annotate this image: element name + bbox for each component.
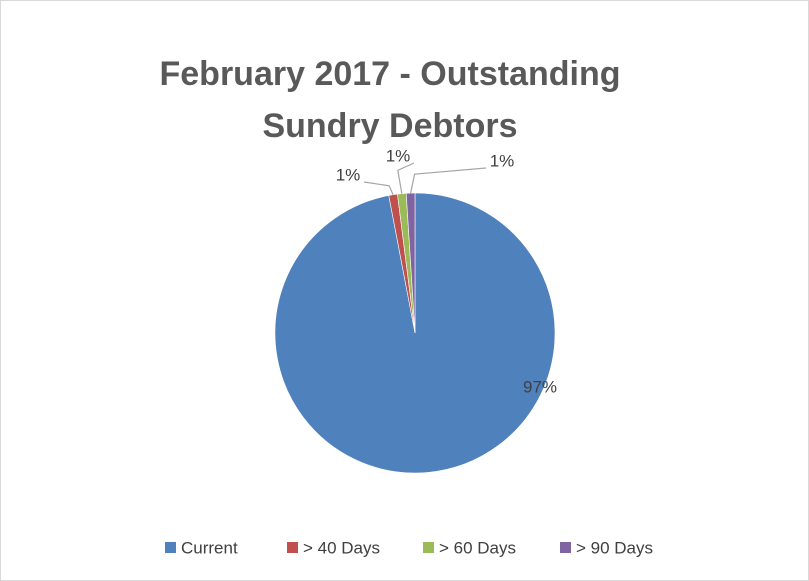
legend-label: Current	[181, 538, 238, 557]
legend-swatch	[423, 542, 434, 553]
legend-label: > 90 Days	[576, 538, 653, 557]
legend-label: > 40 Days	[303, 538, 380, 557]
legend-swatch	[287, 542, 298, 553]
legend-swatch	[165, 542, 176, 553]
data-label: 1%	[336, 165, 361, 184]
leader-line	[397, 162, 415, 194]
data-label: 97%	[523, 377, 557, 396]
legend-swatch	[560, 542, 571, 553]
chart-title: February 2017 - Outstanding Sundry Debto…	[159, 55, 621, 145]
legend-label: > 60 Days	[439, 538, 516, 557]
leader-line	[363, 181, 394, 195]
data-label: 1%	[490, 151, 515, 170]
data-label: 1%	[386, 146, 411, 165]
leader-line	[410, 167, 487, 194]
